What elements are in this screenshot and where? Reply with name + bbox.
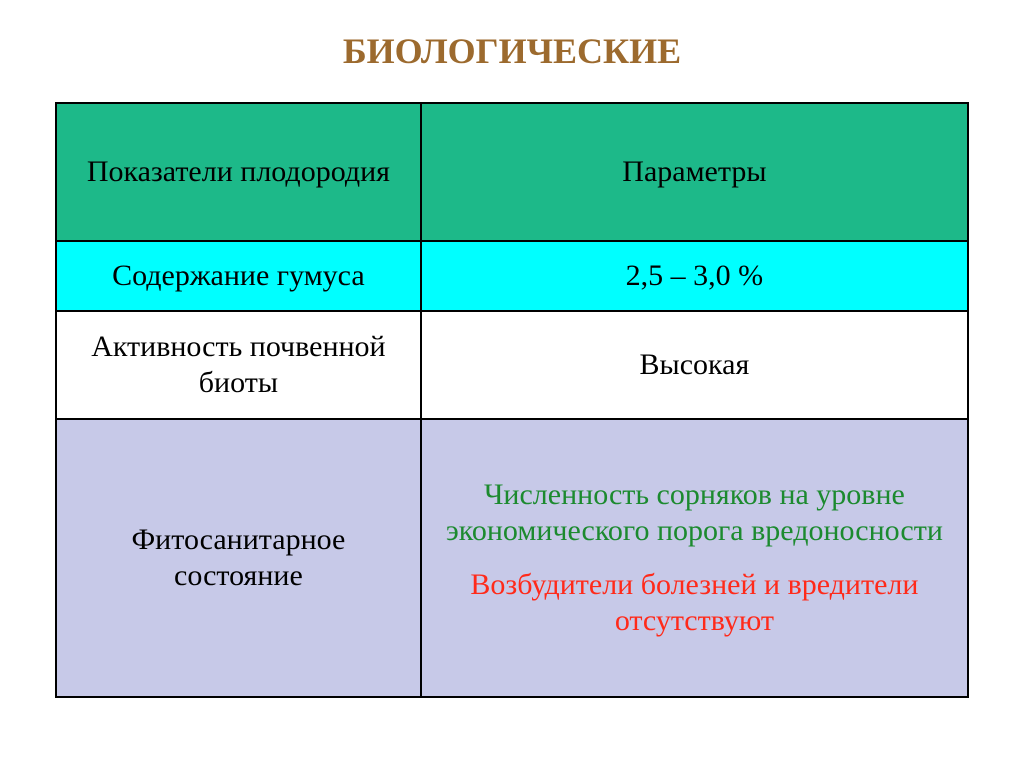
phyto-value: Численность сорняков на уровне экономиче…: [421, 419, 968, 697]
table-row: Фитосанитарное состояние Численность сор…: [56, 419, 968, 697]
table-row: Содержание гумуса 2,5 – 3,0 %: [56, 241, 968, 311]
header-parameters: Параметры: [421, 103, 968, 241]
page-title: БИОЛОГИЧЕСКИЕ: [55, 30, 969, 72]
fertility-table: Показатели плодородия Параметры Содержан…: [55, 102, 969, 698]
phyto-label: Фитосанитарное состояние: [56, 419, 421, 697]
table-header-row: Показатели плодородия Параметры: [56, 103, 968, 241]
phyto-pests-line: Возбудители болезней и вредители отсутст…: [432, 567, 957, 639]
humus-value: 2,5 – 3,0 %: [421, 241, 968, 311]
biota-value: Высокая: [421, 311, 968, 419]
header-indicators: Показатели плодородия: [56, 103, 421, 241]
table-row: Активность почвенной биоты Высокая: [56, 311, 968, 419]
phyto-weeds-line: Численность сорняков на уровне экономиче…: [432, 477, 957, 549]
humus-label: Содержание гумуса: [56, 241, 421, 311]
biota-label: Активность почвенной биоты: [56, 311, 421, 419]
